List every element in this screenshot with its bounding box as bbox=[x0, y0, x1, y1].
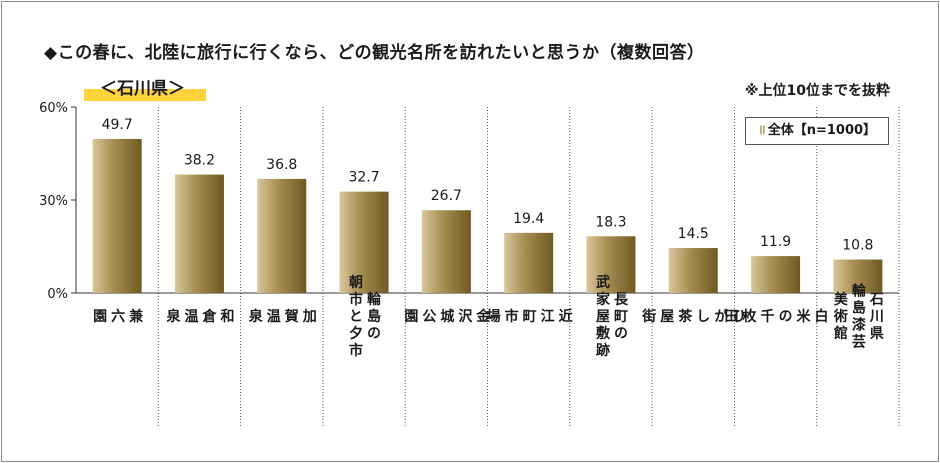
data-label: 14.5 bbox=[678, 226, 709, 242]
category-label: ひ bbox=[730, 309, 746, 326]
category-label: 米 bbox=[795, 308, 811, 326]
category-label: 沢 bbox=[456, 308, 472, 326]
category-label: 賀 bbox=[283, 308, 300, 326]
category-label: 温 bbox=[265, 309, 281, 326]
y-tick-label: 30% bbox=[39, 194, 68, 209]
category-label: 金 bbox=[474, 308, 491, 326]
category-label: 和 bbox=[218, 309, 234, 326]
data-label: 10.8 bbox=[842, 238, 873, 254]
category-label: 倉 bbox=[200, 308, 217, 326]
category-label: 田 bbox=[723, 309, 739, 326]
data-label: 26.7 bbox=[431, 188, 462, 204]
category-label: 兼 bbox=[127, 308, 143, 326]
category-label: 輪島の bbox=[365, 291, 381, 343]
data-label: 36.8 bbox=[266, 157, 297, 173]
bar bbox=[833, 259, 883, 293]
category-label: 茶 bbox=[676, 308, 693, 326]
data-label: 19.4 bbox=[513, 211, 544, 227]
legend-swatch: ॥ bbox=[757, 123, 766, 138]
bar bbox=[339, 191, 389, 293]
bar bbox=[421, 210, 471, 293]
category-label: の bbox=[777, 309, 793, 326]
bar bbox=[257, 178, 307, 293]
category-label: 朝市と夕市 bbox=[347, 274, 363, 360]
category-label: 園 bbox=[91, 309, 107, 326]
category-label: 千 bbox=[759, 308, 775, 326]
category-label: が bbox=[712, 308, 728, 326]
bar bbox=[504, 232, 554, 293]
category-label: 六 bbox=[109, 308, 125, 326]
y-tick-label: 0% bbox=[47, 287, 68, 302]
category-label: 白 bbox=[813, 308, 829, 326]
category-label: 石川県 bbox=[868, 292, 885, 343]
bar bbox=[92, 138, 142, 293]
category-label: 加 bbox=[301, 309, 318, 326]
category-label: 屋 bbox=[658, 309, 674, 326]
top10-note: ※上位10位までを抜粋 bbox=[744, 83, 890, 99]
legend: ॥ 全体【n=1000】 bbox=[745, 117, 889, 145]
category-label: 町 bbox=[521, 309, 537, 326]
category-label: 武家屋敷跡 bbox=[594, 274, 610, 360]
category-label: 場 bbox=[485, 308, 501, 326]
bar bbox=[174, 174, 224, 293]
category-label: 泉 bbox=[247, 308, 263, 326]
category-label: 美術館 bbox=[832, 291, 849, 343]
category-label: 園 bbox=[402, 309, 418, 326]
data-label: 18.3 bbox=[595, 214, 626, 230]
category-label: 江 bbox=[539, 308, 555, 326]
category-label: 泉 bbox=[164, 308, 180, 326]
category-label: 長町の bbox=[612, 292, 628, 343]
category-label: し bbox=[694, 309, 710, 326]
bar bbox=[668, 248, 718, 293]
data-label: 32.7 bbox=[348, 170, 379, 186]
bar bbox=[586, 236, 636, 293]
data-label: 11.9 bbox=[760, 234, 791, 250]
category-label: 公 bbox=[420, 309, 436, 326]
category-label: 城 bbox=[438, 308, 454, 326]
category-label: 枚 bbox=[741, 308, 757, 326]
data-label: 38.2 bbox=[184, 153, 215, 169]
data-label: 49.7 bbox=[102, 117, 133, 133]
category-label: 温 bbox=[182, 309, 198, 326]
y-tick-label: 60% bbox=[39, 101, 68, 116]
bar bbox=[751, 256, 801, 293]
region-label: ＜石川県＞ bbox=[100, 79, 185, 99]
category-label: 市 bbox=[503, 308, 519, 326]
chart-title: ◆この春に、北陸に旅行に行くなら、どの観光名所を訪れたいと思うか（複数回答） bbox=[44, 43, 705, 63]
category-label: 輪島漆芸 bbox=[850, 282, 866, 351]
legend-label: 全体【n=1000】 bbox=[767, 123, 877, 138]
category-label: 街 bbox=[640, 308, 657, 326]
category-label: 近 bbox=[557, 308, 573, 326]
region-highlight bbox=[84, 89, 206, 101]
